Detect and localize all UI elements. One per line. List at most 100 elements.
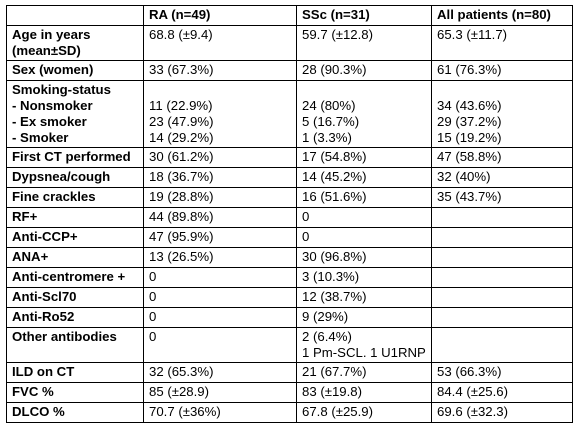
ssc-value-cell: 12 (38.7%) xyxy=(296,287,432,308)
cell-text-line: 65.3 (±11.7) xyxy=(437,27,508,42)
cell-text-line: 9 (29%) xyxy=(302,309,349,324)
all-patients-value-cell xyxy=(431,307,573,328)
table-row: Other antibodies 0 2 (6.4%) 1 Pm-SCL. 1 U1R… xyxy=(6,327,573,363)
cell-text-line: 85 (±28.9) xyxy=(149,384,210,399)
table-row: Anti-centromere + 0 3 (10.3%) xyxy=(6,267,573,288)
table-row: Smoking-status - Nonsmoker - Ex smoker - Sm… xyxy=(6,80,573,148)
row-label-cell: Anti-CCP+ xyxy=(6,227,144,248)
cell-text-line: FVC % xyxy=(12,384,54,399)
ssc-value-cell: 3 (10.3%) xyxy=(296,267,432,288)
cell-text-line: Dypsnea/cough xyxy=(12,169,111,184)
row-label-cell: DLCO % xyxy=(6,402,144,423)
table-row: Fine crackles 19 (28.8%) 16 (51.6%) 35 (43.… xyxy=(6,187,573,208)
row-label-cell: Other antibodies xyxy=(6,327,144,363)
ra-value-cell: 70.7 (±36%) xyxy=(143,402,297,423)
ra-value-cell: 19 (28.8%) xyxy=(143,187,297,208)
cell-text-line xyxy=(437,309,568,325)
ra-value-cell: 11 (22.9%) 23 (47.9%) 14 (29.2%) xyxy=(143,80,297,148)
table-row: ILD on CT 32 (65.3%) 21 (67.7%) 53 (66.3%) xyxy=(6,362,573,383)
row-label-cell: RF+ xyxy=(6,207,144,228)
cell-text-line: Anti-centromere + xyxy=(12,269,126,284)
ra-value-cell: 85 (±28.9) xyxy=(143,382,297,403)
cell-text-line: 1 Pm-SCL. 1 U1RNP xyxy=(302,345,426,360)
table-row: Anti-Ro52 0 9 (29%) xyxy=(6,307,573,328)
cell-text-line xyxy=(437,229,568,245)
table-container: RA (n=49) SSc (n=31) All patients (n=80)… xyxy=(6,5,573,423)
cell-text-line xyxy=(437,249,568,265)
cell-text-line: 15 (19.2%) xyxy=(437,130,502,145)
cell-text-line: Sex (women) xyxy=(12,62,94,77)
all-patients-value-cell: 65.3 (±11.7) xyxy=(431,25,573,61)
row-label-cell: First CT performed xyxy=(6,147,144,168)
cell-text-line: Other antibodies xyxy=(12,329,117,344)
cell-text-line: 13 (26.5%) xyxy=(149,249,214,264)
cell-text-line xyxy=(437,209,568,225)
cell-text-line: 68.8 (±9.4) xyxy=(149,27,213,42)
ssc-value-cell: 21 (67.7%) xyxy=(296,362,432,383)
ssc-value-cell: 9 (29%) xyxy=(296,307,432,328)
cell-text-line: 83 (±19.8) xyxy=(302,384,363,399)
cell-text-line: 32 (40%) xyxy=(437,169,491,184)
cell-text-line: 0 xyxy=(302,209,310,224)
row-label-cell: Anti-centromere + xyxy=(6,267,144,288)
ra-value-cell: 0 xyxy=(143,307,297,328)
table-row: Dypsnea/cough 18 (36.7%) 14 (45.2%) 32 (40%… xyxy=(6,167,573,188)
cell-text-line xyxy=(149,82,292,98)
row-label-cell: Anti-Ro52 xyxy=(6,307,144,328)
cell-text-line: Anti-Scl70 xyxy=(12,289,77,304)
cell-text-line: 2 (6.4%) xyxy=(302,329,352,344)
ssc-value-cell: 24 (80%) 5 (16.7%) 1 (3.3%) xyxy=(296,80,432,148)
ra-value-cell: 0 xyxy=(143,327,297,363)
all-patients-value-cell xyxy=(431,287,573,308)
row-label-cell: ILD on CT xyxy=(6,362,144,383)
cell-text-line: 0 xyxy=(149,289,157,304)
cell-text-line: - Ex smoker xyxy=(12,114,87,129)
table-row: FVC % 85 (±28.9) 83 (±19.8) 84.4 (±25.6) xyxy=(6,382,573,403)
cell-text-line: 11 (22.9%) xyxy=(149,98,213,113)
cell-text-line: 19 (28.8%) xyxy=(149,189,214,204)
all-patients-value-cell: 47 (58.8%) xyxy=(431,147,573,168)
ra-value-cell: 33 (67.3%) xyxy=(143,60,297,81)
cell-text-line: 24 (80%) xyxy=(302,98,356,113)
cell-text-line: 30 (96.8%) xyxy=(302,249,367,264)
cell-text-line: 0 xyxy=(302,229,310,244)
cell-text-line: 32 (65.3%) xyxy=(149,364,214,379)
ra-value-cell: 0 xyxy=(143,287,297,308)
cell-text-line: 69.6 (±32.3) xyxy=(437,404,509,419)
cell-text-line: 61 (76.3%) xyxy=(437,62,502,77)
cell-text-line: 47 (58.8%) xyxy=(437,149,502,164)
ra-value-cell: 44 (89.8%) xyxy=(143,207,297,228)
ra-value-cell: 18 (36.7%) xyxy=(143,167,297,188)
all-patients-value-cell xyxy=(431,247,573,268)
cell-text-line: 67.8 (±25.9) xyxy=(302,404,374,419)
cell-text-line: RF+ xyxy=(12,209,38,224)
ssc-value-cell: 59.7 (±12.8) xyxy=(296,25,432,61)
cell-text-line: 23 (47.9%) xyxy=(149,114,214,129)
cell-text-line: 12 (38.7%) xyxy=(302,289,367,304)
cell-text-line: ANA+ xyxy=(12,249,49,264)
row-label-cell: Sex (women) xyxy=(6,60,144,81)
cell-text-line: Anti-CCP+ xyxy=(12,229,78,244)
all-patients-value-cell: 69.6 (±32.3) xyxy=(431,402,573,423)
all-patients-value-cell xyxy=(431,327,573,363)
table-row: ANA+ 13 (26.5%) 30 (96.8%) xyxy=(6,247,573,268)
header-all-patients: All patients (n=80) xyxy=(431,5,573,26)
cell-text-line xyxy=(437,82,568,98)
row-label-cell: Anti-Scl70 xyxy=(6,287,144,308)
cell-text-line: 59.7 (±12.8) xyxy=(302,27,374,42)
cell-text-line: 35 (43.7%) xyxy=(437,189,502,204)
table-body: Age in years (mean±SD) 68.8 (±9.4) 59.7 (±1… xyxy=(6,25,573,423)
table-row: Anti-CCP+ 47 (95.9%) 0 xyxy=(6,227,573,248)
cell-text-line: First CT performed xyxy=(12,149,131,164)
cell-text-line: 0 xyxy=(149,329,157,344)
cell-text-line: 18 (36.7%) xyxy=(149,169,214,184)
table-row: Age in years (mean±SD) 68.8 (±9.4) 59.7 (±1… xyxy=(6,25,573,61)
table-row: DLCO % 70.7 (±36%) 67.8 (±25.9) 69.6 (±32.3… xyxy=(6,402,573,423)
all-patients-value-cell xyxy=(431,207,573,228)
table-row: RF+ 44 (89.8%) 0 xyxy=(6,207,573,228)
cell-text-line: 17 (54.8%) xyxy=(302,149,367,164)
row-label-cell: FVC % xyxy=(6,382,144,403)
cell-text-line: 3 (10.3%) xyxy=(302,269,360,284)
cell-text-line: 14 (29.2%) xyxy=(149,130,214,145)
cell-text-line: 34 (43.6%) xyxy=(437,98,502,113)
